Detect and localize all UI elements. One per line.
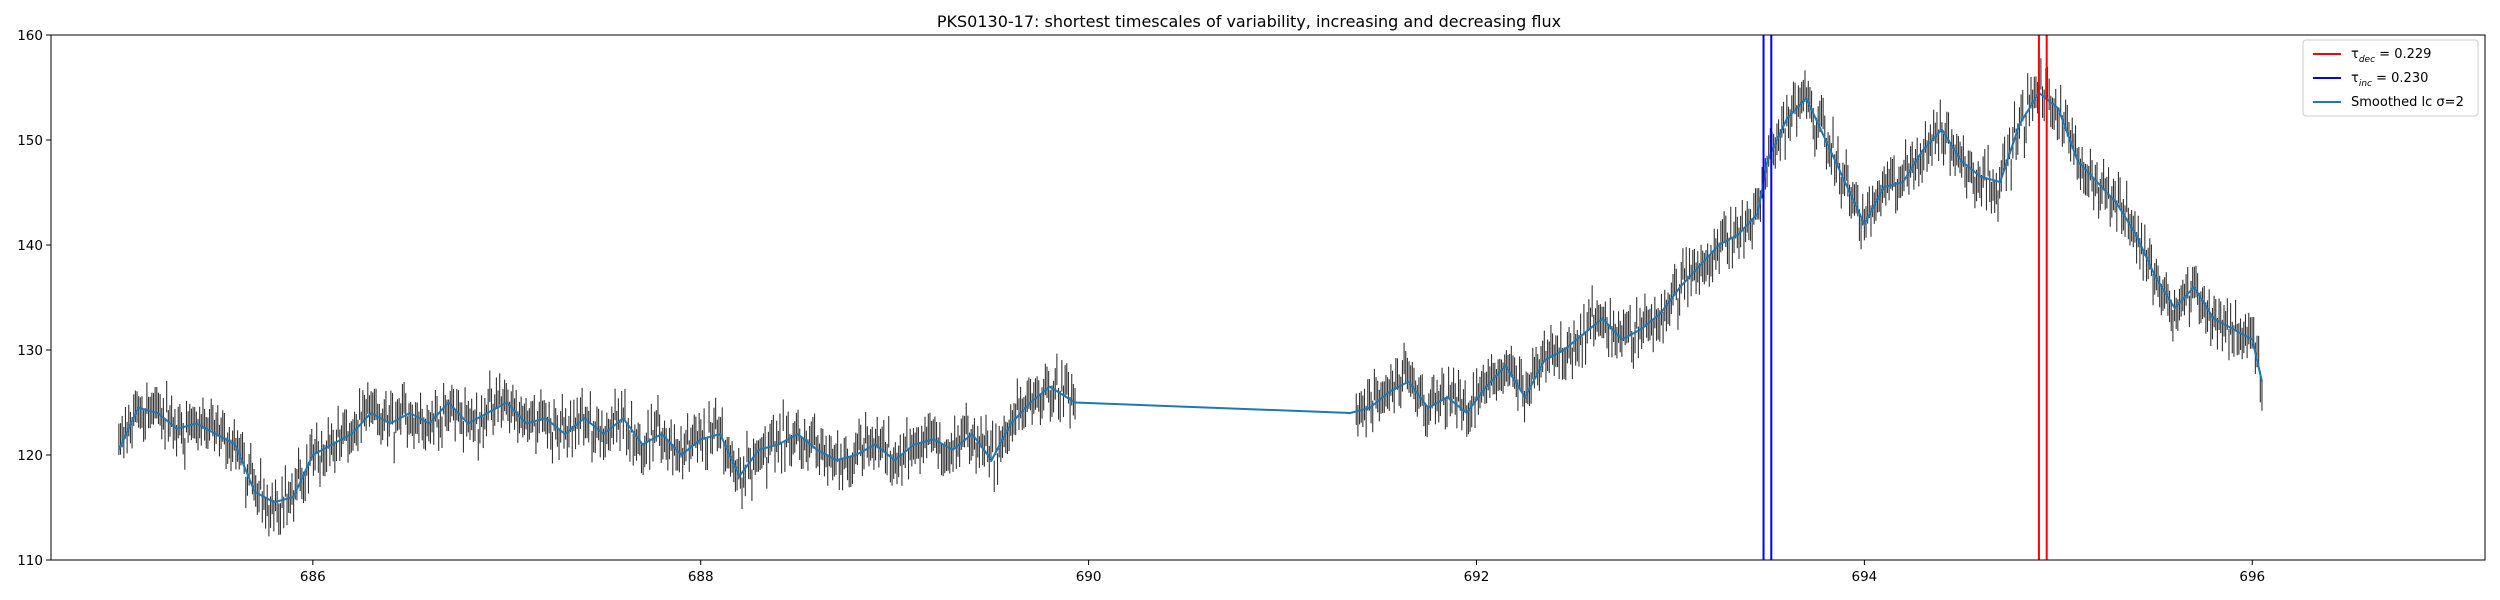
x-tick-label: 694 xyxy=(1851,569,1877,585)
legend-inc-subscript: inc xyxy=(2359,79,2372,89)
chart-title: PKS0130-17: shortest timescales of varia… xyxy=(937,12,1561,31)
legend-smoothed-label: Smoothed lc σ=2 xyxy=(2351,95,2464,110)
legend-dec-subscript: dec xyxy=(2359,55,2375,65)
legend-dec-value: = 0.229 xyxy=(2375,47,2431,62)
legend-box xyxy=(2302,39,2479,117)
legend-inc-symbol: τ xyxy=(2351,71,2359,86)
timescale-lines xyxy=(1762,35,2048,560)
y-tick-label: 110 xyxy=(17,553,43,569)
y-tick-label: 130 xyxy=(17,343,43,359)
x-tick-label: 696 xyxy=(2239,569,2265,585)
legend-inc-value: = 0.230 xyxy=(2372,71,2428,86)
y-tick-label: 120 xyxy=(17,448,43,464)
smoothed-curve xyxy=(117,91,2263,504)
legend: τdec = 0.229 τinc = 0.230 Smoothed lc σ=… xyxy=(2302,39,2479,117)
legend-dec-label: τdec = 0.229 xyxy=(2351,47,2431,65)
x-tick-label: 688 xyxy=(688,569,714,585)
x-tick-label: 690 xyxy=(1076,569,1102,585)
y-tick-label: 140 xyxy=(17,238,43,254)
smoothed-layer xyxy=(117,91,2263,504)
axes: 686 688 690 692 694 696 110 120 130 140 150 160 xyxy=(17,28,2486,585)
legend-inc-label: τinc = 0.230 xyxy=(2351,71,2428,89)
legend-dec-symbol: τ xyxy=(2351,47,2359,62)
y-axis-ticks: 110 120 130 140 150 160 xyxy=(17,28,51,569)
axes-frame xyxy=(50,34,2486,561)
x-tick-label: 686 xyxy=(300,569,326,585)
x-axis-ticks: 686 688 690 692 694 696 xyxy=(300,560,2265,585)
x-tick-label: 692 xyxy=(1464,569,1490,585)
plot-area xyxy=(117,35,2263,560)
y-tick-label: 160 xyxy=(17,28,43,44)
y-tick-label: 150 xyxy=(17,133,43,149)
